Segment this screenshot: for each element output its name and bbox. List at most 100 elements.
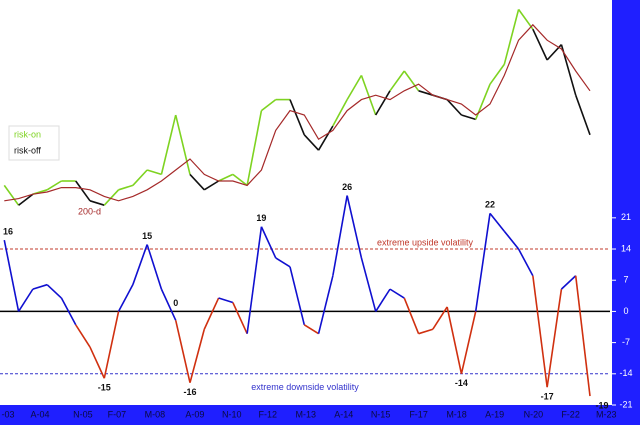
legend-label: risk-off [14, 145, 41, 155]
oscillator-segment [275, 257, 291, 268]
oscillator-segment [117, 284, 134, 312]
oscillator-segment [489, 212, 505, 232]
oscillator-segment [517, 248, 534, 277]
oscillator-segment [46, 284, 62, 299]
price-segment [574, 94, 591, 136]
y-tick-label: 0 [623, 306, 628, 316]
price-segment [317, 125, 334, 151]
price-segment [18, 193, 34, 206]
oscillator-segment [146, 244, 163, 290]
oscillator-segment [418, 328, 434, 335]
annotation: -17 [541, 392, 554, 402]
oscillator-segment [75, 324, 91, 348]
price-segment [503, 9, 520, 65]
price-segment [89, 200, 105, 206]
x-tick-label: M-23 [596, 409, 617, 419]
right-axis-band [612, 0, 640, 425]
oscillator-segment [3, 239, 20, 312]
annotation: 16 [3, 226, 13, 236]
moving-average [4, 23, 591, 202]
oscillator-segment [160, 288, 177, 321]
price-segment [461, 114, 476, 121]
oscillator-segment [346, 195, 363, 259]
ma-label: 200-d [78, 206, 101, 216]
oscillator-segment [574, 275, 591, 397]
price-segment [474, 83, 491, 120]
oscillator-segment [260, 226, 277, 259]
oscillator-segment [332, 195, 348, 276]
price-segment [418, 90, 434, 96]
oscillator-segment [232, 302, 248, 335]
x-tick-label: A-19 [485, 409, 504, 419]
x-tick-label: N-20 [524, 409, 544, 419]
annotation: 0 [173, 298, 178, 308]
oscillator-segment [218, 297, 234, 304]
x-tick-label: N-05 [73, 409, 93, 419]
oscillator-segment [446, 306, 463, 374]
x-tick-label: F-22 [561, 409, 580, 419]
price-segment [346, 74, 363, 101]
annotation: -19 [595, 400, 608, 410]
oscillator-segment [303, 324, 319, 335]
oscillator-segment [403, 297, 420, 334]
price-segment [118, 184, 134, 191]
price-segment [360, 75, 377, 116]
price-segment [546, 44, 563, 61]
price-segment [332, 99, 348, 127]
x-tick-label: -03 [1, 409, 14, 419]
price-segment [403, 70, 420, 92]
price-segment [489, 63, 505, 85]
price-segment [532, 28, 548, 61]
price-segment [246, 110, 263, 186]
oscillator-segment [32, 283, 48, 290]
price-segment [103, 189, 120, 206]
x-tick-label: F-07 [108, 409, 127, 419]
annotation: 15 [142, 231, 152, 241]
price-segment [289, 99, 306, 136]
legend-box [8, 125, 60, 161]
price-segment [146, 169, 162, 176]
oscillator-segment [503, 230, 520, 250]
x-tick-label: F-17 [409, 409, 428, 419]
x-tick-label: N-10 [222, 409, 242, 419]
oscillator-segment [60, 297, 77, 326]
x-tick-label: F-12 [258, 409, 277, 419]
x-tick-label: A-14 [334, 409, 353, 419]
reference-label: extreme downside volatility [251, 382, 359, 392]
oscillator-segment [246, 226, 263, 334]
price-segment [3, 184, 20, 206]
x-tick-label: M-18 [446, 409, 467, 419]
oscillator-segment [103, 311, 120, 379]
price-segment [218, 173, 234, 182]
price-segment [446, 99, 463, 116]
oscillator-segment [474, 213, 491, 312]
bottom-axis-band [0, 405, 640, 425]
price-segment [174, 114, 191, 175]
annotation: 22 [485, 200, 495, 210]
oscillator-segment [546, 289, 563, 388]
price-segment [160, 114, 177, 175]
x-tick-label: M-08 [145, 409, 166, 419]
price-segment [260, 98, 277, 112]
price-segment [389, 70, 405, 92]
oscillator-segment [289, 266, 306, 325]
annotation: -14 [455, 378, 468, 388]
price-segment [232, 173, 248, 187]
oscillator-segment [317, 275, 334, 334]
oscillator-segment [174, 320, 191, 383]
y-tick-label: 7 [623, 275, 628, 285]
price-segment [375, 90, 391, 116]
oscillator-segment [532, 275, 548, 388]
oscillator-segment [389, 288, 405, 299]
x-tick-label: M-13 [295, 409, 316, 419]
oscillator-segment [460, 311, 477, 374]
price-segment [517, 8, 534, 30]
x-tick-label: A-04 [30, 409, 49, 419]
annotation: 26 [342, 182, 352, 192]
price-segment [203, 180, 219, 191]
y-tick-label: 14 [621, 243, 631, 253]
y-tick-label: -14 [619, 368, 632, 378]
annotation: 19 [256, 213, 266, 223]
y-tick-label: -7 [622, 337, 630, 347]
